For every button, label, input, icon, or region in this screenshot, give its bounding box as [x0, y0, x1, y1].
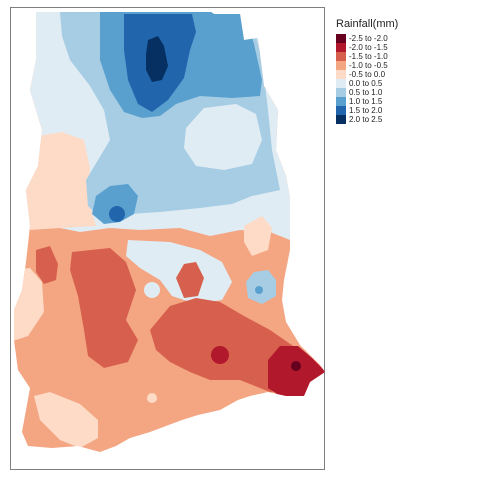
- zone-neg05-0-east: [244, 216, 272, 256]
- zone-neg15-neg10-central: [70, 248, 138, 368]
- zone-neg20-neg15-spot: [211, 346, 229, 364]
- zone-0-05-central: [126, 240, 232, 304]
- zone-neg05-0-west: [26, 132, 96, 230]
- legend-label: 1.5 to 2.0: [349, 106, 383, 115]
- zone-15-20-west-spot: [109, 206, 125, 222]
- zone-0-05-spot: [144, 282, 160, 298]
- legend-label: -2.0 to -1.5: [349, 43, 388, 52]
- zone-neg05-0-coast: [34, 392, 98, 448]
- legend-swatch: [336, 52, 346, 61]
- zone-neg20-neg15-east: [268, 346, 325, 396]
- legend-swatch: [336, 61, 346, 70]
- legend-label: -0.5 to 0.0: [349, 70, 386, 79]
- legend-label: 2.0 to 2.5: [349, 115, 383, 124]
- zone-neg15-neg10-ridge: [176, 262, 204, 298]
- legend-label: -1.0 to -0.5: [349, 61, 388, 70]
- legend-item: -2.0 to -1.5: [336, 43, 398, 52]
- legend-swatch: [336, 70, 346, 79]
- map-frame: [10, 7, 325, 470]
- legend-label: 0.0 to 0.5: [349, 79, 383, 88]
- zone-0-05-east-oval: [184, 104, 262, 170]
- legend-item: 0.5 to 1.0: [336, 88, 398, 97]
- zone-10-15-east-spot: [255, 286, 263, 294]
- zone-neg05-0-spot: [147, 393, 157, 403]
- legend-item: -0.5 to 0.0: [336, 70, 398, 79]
- legend-swatch: [336, 88, 346, 97]
- legend-swatch: [336, 106, 346, 115]
- legend-item: 2.0 to 2.5: [336, 115, 398, 124]
- legend-item: -1.5 to -1.0: [336, 52, 398, 61]
- legend-label: -2.5 to -2.0: [349, 34, 388, 43]
- legend-label: 1.0 to 1.5: [349, 97, 383, 106]
- legend-title: Rainfall(mm): [336, 18, 399, 30]
- legend: Rainfall(mm) -2.5 to -2.0 -2.0 to -1.5 -…: [336, 18, 398, 124]
- legend-items: -2.5 to -2.0 -2.0 to -1.5 -1.5 to -1.0 -…: [336, 34, 398, 124]
- legend-swatch: [336, 115, 346, 124]
- legend-swatch: [336, 43, 346, 52]
- legend-item: 1.5 to 2.0: [336, 106, 398, 115]
- legend-label: -1.5 to -1.0: [349, 52, 388, 61]
- legend-item: 0.0 to 0.5: [336, 79, 398, 88]
- legend-item: 1.0 to 1.5: [336, 97, 398, 106]
- legend-swatch: [336, 97, 346, 106]
- legend-item: -1.0 to -0.5: [336, 61, 398, 70]
- zone-20-25-peak: [146, 36, 168, 82]
- zone-10-15-west-blob: [92, 184, 138, 224]
- zone-neg15-neg10-west: [36, 246, 58, 284]
- legend-swatch: [336, 79, 346, 88]
- legend-swatch: [336, 34, 346, 43]
- legend-item: -2.5 to -2.0: [336, 34, 398, 43]
- zone-neg25-neg20-spot: [291, 361, 301, 371]
- legend-label: 0.5 to 1.0: [349, 88, 383, 97]
